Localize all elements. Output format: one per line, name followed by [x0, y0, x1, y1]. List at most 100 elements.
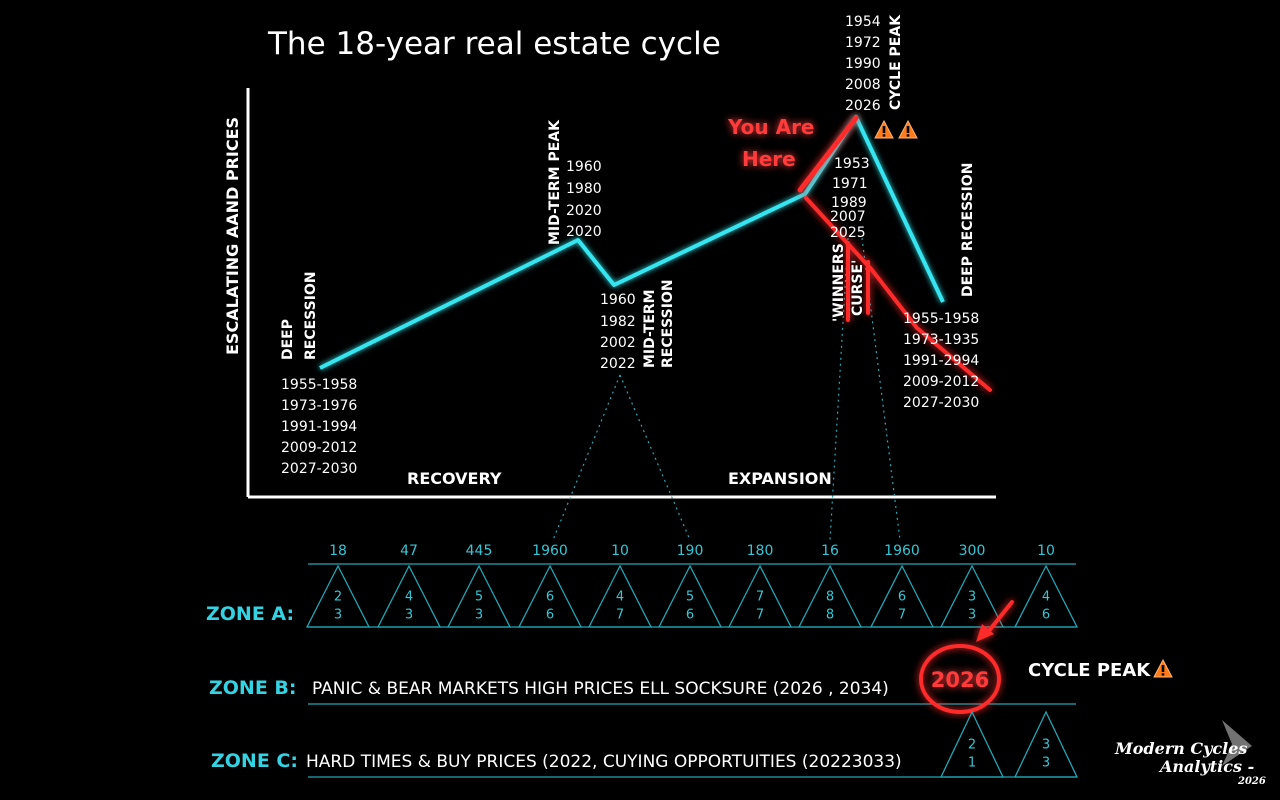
zone-c-triangle: 21	[939, 710, 1005, 778]
deep-recession-left-label-1: DEEP	[280, 319, 296, 360]
svg-text:1989: 1989	[831, 195, 867, 211]
zone-a-triangle: 66	[517, 564, 583, 628]
triangle-value: 4	[1042, 590, 1050, 605]
timeline-number: 180	[747, 543, 774, 559]
svg-text:1960: 1960	[566, 159, 602, 175]
timeline-number: 300	[959, 543, 986, 559]
you-are-here-label: You Are Here	[727, 115, 815, 171]
svg-text:1955-1958: 1955-1958	[903, 311, 979, 327]
svg-text:2009-2012: 2009-2012	[281, 440, 357, 456]
cycle-peak-label: CYCLE PEAK	[888, 14, 904, 110]
svg-text:1954: 1954	[845, 14, 881, 30]
svg-text:1960: 1960	[600, 292, 636, 308]
svg-text:2020: 2020	[566, 224, 602, 240]
triangle-value: 6	[898, 590, 906, 605]
cycle-peak-badge: CYCLE PEAK	[1028, 660, 1151, 681]
red-decline-lines	[797, 115, 992, 392]
y-axis-label: ESCALATING AAND PRICES	[223, 117, 242, 355]
zone-a-triangle: 23	[305, 564, 371, 628]
svg-text:2020: 2020	[566, 203, 602, 219]
triangle-value: 6	[686, 608, 694, 623]
triangle-value: 6	[546, 590, 554, 605]
zone-c-text: HARD TIMES & BUY PRICES (2022, CUYING OP…	[306, 752, 902, 772]
triangle-value: 8	[826, 608, 834, 623]
phase-recovery: RECOVERY	[407, 469, 502, 488]
timeline-number: 1960	[532, 543, 568, 559]
highlight-year-circle: 2026	[919, 600, 1014, 714]
warning-triangle-icon	[1153, 659, 1173, 678]
zone-b-label: ZONE B:	[209, 677, 297, 699]
triangle-value: 7	[756, 590, 764, 605]
mid-term-peak-label: MID-TERM PEAK	[547, 119, 563, 245]
page-title: The 18-year real estate cycle	[267, 26, 721, 62]
zone-a-triangle: 56	[657, 564, 723, 628]
timeline-number: 18	[329, 543, 347, 559]
triangle-value: 3	[475, 608, 483, 623]
svg-text:2027-2030: 2027-2030	[281, 461, 357, 477]
svg-text:2026: 2026	[845, 98, 881, 114]
pre-peak-years: 1953 1971 1989 2007 2025	[830, 156, 870, 241]
triangle-value: 8	[826, 590, 834, 605]
triangle-value: 6	[1042, 608, 1050, 623]
zone-c-triangle: 33	[1013, 710, 1079, 778]
triangle-value: 5	[475, 590, 483, 605]
svg-text:1973-1976: 1973-1976	[281, 398, 357, 414]
triangle-value: 7	[616, 608, 624, 623]
timeline-number: 10	[611, 543, 629, 559]
svg-text:2008: 2008	[845, 77, 881, 93]
svg-text:2025: 2025	[830, 225, 866, 241]
triangle-value: 4	[616, 590, 624, 605]
zone-a-triangle: 46	[1013, 564, 1079, 628]
warning-triangle-icon	[874, 120, 894, 139]
zone-a-triangle: 43	[376, 564, 442, 628]
svg-text:1972: 1972	[845, 35, 881, 51]
zone-b-text: PANIC & BEAR MARKETS HIGH PRICES ELL SOC…	[312, 679, 889, 699]
cycle-peak-years: 1954 1972 1990 2008 2026	[845, 14, 881, 114]
svg-text:2026: 2026	[1237, 776, 1266, 787]
mid-term-recession-years: 1960 1982 2002 2022	[600, 292, 636, 372]
svg-text:2027-2030: 2027-2030	[903, 395, 979, 411]
zone-a-label: ZONE A:	[206, 603, 294, 625]
timeline-number: 10	[1037, 543, 1055, 559]
mid-term-peak-years: 1960 1980 2020 2020	[566, 159, 602, 240]
zone-c-label: ZONE C:	[211, 750, 298, 772]
triangle-value: 7	[756, 608, 764, 623]
phase-expansion: EXPANSION	[728, 469, 832, 488]
mid-term-recession-label-2: RECESSION	[660, 279, 676, 368]
timeline-number: 1960	[884, 543, 920, 559]
triangle-value: 3	[405, 608, 413, 623]
deep-recession-right-label: DEEP RECESSION	[960, 163, 976, 297]
triangle-value: 6	[546, 608, 554, 623]
triangle-value: 3	[968, 590, 976, 605]
triangle-value: 3	[1042, 756, 1050, 771]
svg-text:1990: 1990	[845, 56, 881, 72]
svg-text:2022: 2022	[600, 356, 636, 372]
zone-a-triangle: 47	[587, 564, 653, 628]
triangle-value: 4	[405, 590, 413, 605]
timeline-number: 190	[677, 543, 704, 559]
zone-a-triangle: 53	[446, 564, 512, 628]
triangle-value: 3	[334, 608, 342, 623]
svg-text:Here: Here	[742, 147, 796, 171]
svg-text:1991-2994: 1991-2994	[903, 353, 979, 369]
timeline-number: 47	[400, 543, 418, 559]
timeline-number: 445	[466, 543, 493, 559]
dotted-guides	[552, 237, 901, 541]
triangle-value: 5	[686, 590, 694, 605]
zone-a-triangle: 77	[727, 564, 793, 628]
warning-triangle-icon	[898, 120, 918, 139]
triangle-value: 7	[898, 608, 906, 623]
svg-text:Modern Cycles: Modern Cycles	[1114, 739, 1247, 758]
svg-text:1971: 1971	[832, 176, 868, 192]
deep-recession-left-years: 1955-1958 1973-1976 1991-1994 2009-2012 …	[281, 377, 357, 477]
timeline-number: 16	[821, 543, 839, 559]
deep-recession-left-label-2: RECESSION	[303, 271, 319, 360]
svg-text:Analytics -: Analytics -	[1158, 757, 1254, 776]
svg-text:1955-1958: 1955-1958	[281, 377, 357, 393]
svg-text:2009-2012: 2009-2012	[903, 374, 979, 390]
zone-a-triangle: 33	[939, 564, 1005, 628]
svg-text:1973-1935: 1973-1935	[903, 332, 979, 348]
deep-recession-right-years: 1955-1958 1973-1935 1991-2994 2009-2012 …	[903, 311, 979, 411]
zone-a-triangle: 88	[797, 564, 863, 628]
